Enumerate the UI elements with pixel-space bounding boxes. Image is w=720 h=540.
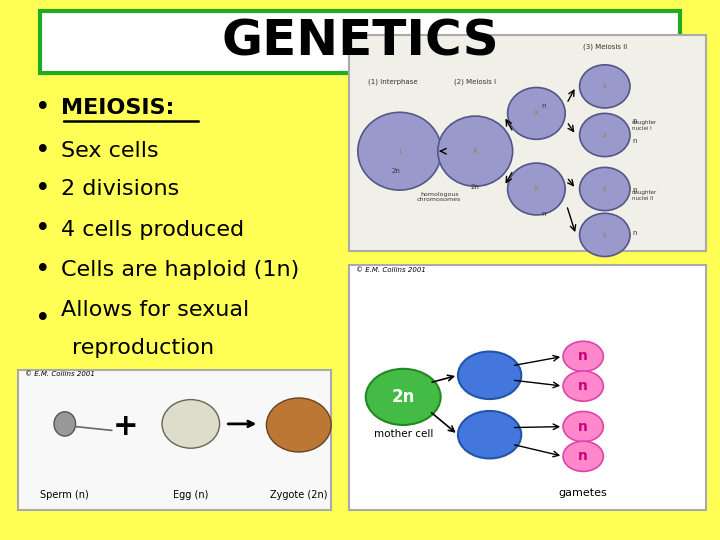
Text: mother cell: mother cell — [374, 429, 433, 440]
FancyBboxPatch shape — [40, 11, 680, 73]
Circle shape — [458, 352, 521, 399]
Text: 2n: 2n — [392, 388, 415, 406]
Ellipse shape — [580, 213, 630, 256]
Text: 2n: 2n — [392, 168, 400, 174]
Text: ): ) — [398, 148, 401, 154]
Text: 2n: 2n — [471, 184, 480, 190]
Text: n: n — [632, 187, 636, 193]
Text: Egg (n): Egg (n) — [173, 490, 209, 500]
Text: n: n — [578, 420, 588, 434]
Text: n: n — [578, 349, 588, 363]
Text: n: n — [632, 118, 636, 124]
Text: (3) Meiosis II: (3) Meiosis II — [582, 44, 627, 50]
Text: 2 divisions: 2 divisions — [61, 179, 179, 199]
Circle shape — [563, 341, 603, 372]
Ellipse shape — [266, 398, 331, 452]
FancyBboxPatch shape — [18, 370, 331, 510]
Text: reproduction: reproduction — [72, 338, 214, 359]
Circle shape — [563, 441, 603, 471]
Ellipse shape — [580, 167, 630, 211]
Text: •: • — [35, 217, 51, 242]
Text: Allows for sexual: Allows for sexual — [61, 300, 249, 321]
Text: daughter
nuclei I: daughter nuclei I — [632, 120, 657, 131]
Text: •: • — [35, 257, 51, 283]
Ellipse shape — [580, 65, 630, 108]
Text: s: s — [603, 132, 607, 138]
Ellipse shape — [162, 400, 220, 448]
Text: •: • — [35, 176, 51, 202]
Circle shape — [458, 411, 521, 458]
Ellipse shape — [358, 112, 441, 190]
Circle shape — [563, 411, 603, 442]
Ellipse shape — [580, 113, 630, 157]
Text: +: + — [113, 412, 139, 441]
Text: n: n — [632, 230, 636, 236]
Text: daughter
nuclei II: daughter nuclei II — [632, 190, 657, 201]
Text: Sperm (n): Sperm (n) — [40, 490, 89, 500]
Text: © E.M. Collins 2001: © E.M. Collins 2001 — [25, 372, 95, 377]
Text: s: s — [603, 186, 607, 192]
Text: X: X — [473, 148, 477, 154]
Text: n: n — [632, 138, 636, 144]
Circle shape — [563, 371, 603, 401]
Text: •: • — [35, 138, 51, 164]
Circle shape — [366, 369, 441, 425]
Text: GENETICS: GENETICS — [221, 18, 499, 65]
Text: homologous
chromosomes: homologous chromosomes — [417, 192, 462, 202]
Text: n: n — [541, 211, 546, 217]
Text: (2) Meiosis I: (2) Meiosis I — [454, 79, 496, 85]
Text: 4 cells produced: 4 cells produced — [61, 219, 244, 240]
Ellipse shape — [54, 411, 76, 436]
Text: Cells are haploid (1n): Cells are haploid (1n) — [61, 260, 300, 280]
Text: n: n — [578, 449, 588, 463]
Text: n: n — [541, 103, 546, 109]
Text: s: s — [603, 83, 607, 90]
Ellipse shape — [508, 87, 565, 139]
FancyBboxPatch shape — [349, 35, 706, 251]
Text: (1) Interphase: (1) Interphase — [368, 79, 417, 85]
Ellipse shape — [438, 116, 513, 186]
FancyBboxPatch shape — [349, 265, 706, 510]
Text: MEIOSIS:: MEIOSIS: — [61, 98, 174, 118]
Text: X: X — [534, 186, 539, 192]
Text: © E.M. Collins 2001: © E.M. Collins 2001 — [356, 267, 426, 273]
Text: s: s — [603, 232, 607, 238]
Text: Sex cells: Sex cells — [61, 141, 159, 161]
Text: X: X — [534, 110, 539, 117]
Text: n: n — [578, 379, 588, 393]
Ellipse shape — [508, 163, 565, 215]
Text: •: • — [35, 306, 51, 332]
Text: Zygote (2n): Zygote (2n) — [270, 490, 328, 500]
Text: •: • — [35, 95, 51, 121]
Text: gametes: gametes — [559, 488, 608, 498]
